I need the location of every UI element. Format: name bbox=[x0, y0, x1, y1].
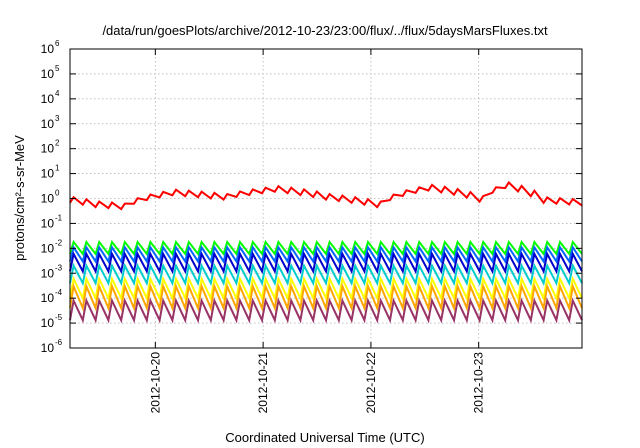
series-line-6 bbox=[69, 282, 583, 312]
x-tick-label: 2012-10-20 bbox=[148, 352, 162, 414]
y-tick-exponent: -6 bbox=[55, 338, 63, 347]
y-tick-exponent: -4 bbox=[55, 288, 63, 297]
series-line-2 bbox=[69, 244, 583, 264]
x-tick-label: 2012-10-23 bbox=[472, 352, 486, 414]
series-line-3 bbox=[69, 250, 583, 275]
y-tick-label: 10 bbox=[41, 192, 55, 206]
y-tick-exponent: 4 bbox=[55, 89, 60, 98]
y-tick-label: 10 bbox=[41, 67, 55, 81]
y-tick-label: 10 bbox=[41, 341, 55, 355]
x-tick-label: 2012-10-21 bbox=[256, 352, 270, 414]
series-line-7 bbox=[69, 297, 583, 324]
y-tick-label: 10 bbox=[41, 316, 55, 330]
y-tick-label: 10 bbox=[41, 42, 55, 56]
chart-title: /data/run/goesPlots/archive/2012-10-23/2… bbox=[102, 23, 548, 38]
series-line-1 bbox=[69, 239, 583, 257]
y-tick-exponent: 5 bbox=[55, 64, 60, 73]
y-tick-label: 10 bbox=[41, 142, 55, 156]
y-tick-label: 10 bbox=[41, 92, 55, 106]
y-tick-exponent: -3 bbox=[55, 263, 63, 272]
y-axis-label: protons/cm²-s-sr-MeV bbox=[12, 135, 27, 261]
y-tick-label: 10 bbox=[41, 266, 55, 280]
y-tick-label: 10 bbox=[41, 117, 55, 131]
y-axis-ticks: 10 -610 -510 -410 -310 -210 -110 010 110 210 310 41… bbox=[41, 39, 582, 355]
y-tick-exponent: 3 bbox=[55, 114, 60, 123]
y-tick-exponent: -1 bbox=[55, 213, 63, 222]
y-tick-exponent: 6 bbox=[55, 39, 60, 48]
x-axis-ticks: 2012-10-20 2012-10-21 2012-10-22 2012-10-23 bbox=[148, 49, 486, 414]
x-axis-label: Coordinated Universal Time (UTC) bbox=[225, 430, 424, 445]
series-line-4 bbox=[69, 262, 583, 287]
y-tick-label: 10 bbox=[41, 241, 55, 255]
y-tick-exponent: 2 bbox=[55, 139, 60, 148]
y-tick-label: 10 bbox=[41, 216, 55, 230]
y-tick-exponent: 1 bbox=[55, 164, 60, 173]
x-tick-label: 2012-10-22 bbox=[364, 352, 378, 414]
series-group bbox=[69, 180, 583, 324]
series-line-5 bbox=[69, 275, 583, 302]
y-tick-exponent: -5 bbox=[55, 313, 63, 322]
y-tick-label: 10 bbox=[41, 167, 55, 181]
y-tick-exponent: 0 bbox=[55, 189, 60, 198]
y-tick-exponent: -2 bbox=[55, 238, 63, 247]
series-line-0 bbox=[69, 180, 583, 211]
y-tick-label: 10 bbox=[41, 291, 55, 305]
